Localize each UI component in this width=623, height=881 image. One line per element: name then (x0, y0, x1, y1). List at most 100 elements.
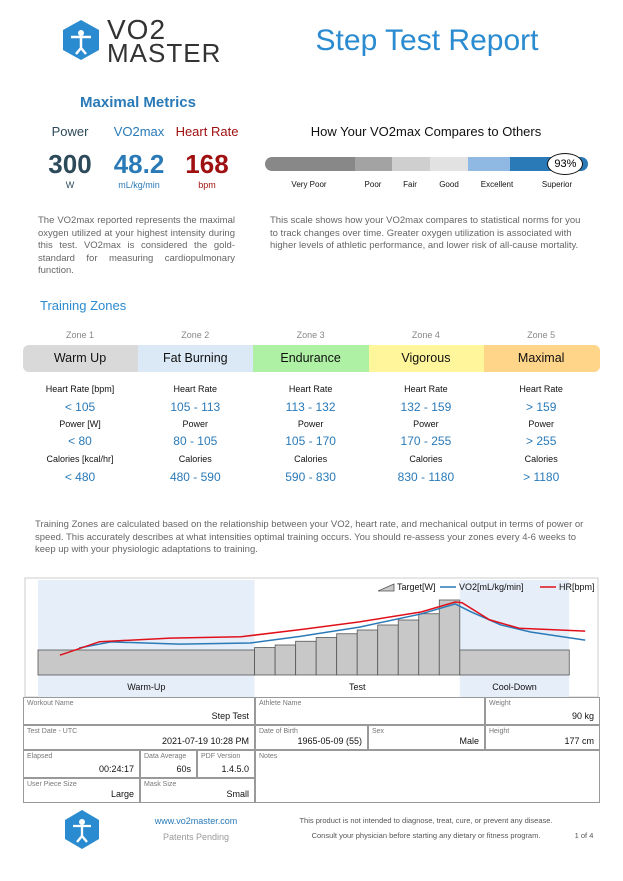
zone-hr-label: Heart Rate (519, 384, 563, 394)
zone-name: Warm Up (53, 351, 107, 365)
info-cell: Mask Size Small (140, 778, 255, 803)
zones-description: Training Zones are calculated based on t… (35, 519, 584, 555)
metric-unit: W (65, 180, 75, 190)
zone-name: Vigorous (401, 351, 451, 365)
target-step (356, 629, 379, 676)
region-label: Warm-Up (127, 682, 165, 692)
zone-cal: 830 - 1180 (397, 470, 455, 484)
legend-label: VO2[mL/kg/min] (459, 582, 524, 592)
zone-cal: > 1180 (523, 470, 560, 484)
zone-power-label: Power (528, 419, 554, 429)
logo-text: MASTER (107, 38, 222, 68)
zone-cal: < 480 (64, 470, 96, 484)
info-value: 2021-07-19 10:28 PM (161, 736, 249, 746)
info-label: Athlete Name (259, 700, 302, 707)
info-value: Male (459, 736, 479, 746)
zone-zone: Zone 3 (296, 330, 325, 340)
zone-cal-label: Calories (294, 454, 328, 464)
scale-label: Good (439, 180, 459, 189)
zone-power: < 80 (68, 434, 92, 448)
footer-logo-icon (65, 810, 99, 849)
target-step (459, 649, 570, 676)
footer-page: 1 of 4 (574, 831, 594, 840)
legend-swatch (377, 583, 395, 592)
region-band (38, 580, 255, 697)
zone-cal-label: Calories (409, 454, 443, 464)
info-cell: Weight 90 kg (485, 697, 600, 725)
zone-cal: 480 - 590 (169, 470, 221, 484)
legend-label: HR[bpm] (559, 582, 595, 592)
zone-power-label: Power [W] (59, 419, 101, 429)
scale-label: Very Poor (291, 180, 327, 189)
zone-zone: Zone 4 (411, 330, 440, 340)
section-title: How Your VO2max Compares to Others (310, 124, 542, 139)
zone-cal-label: Calories (178, 454, 212, 464)
zone-hr: 105 - 113 (170, 400, 221, 414)
zone-power-label: Power (297, 419, 324, 429)
info-label: PDF Version (201, 753, 241, 760)
percentile-marker: 93% (547, 153, 584, 175)
scale-label: Poor (364, 180, 382, 189)
section-title: Training Zones (40, 298, 127, 313)
info-cell: PDF Version 1.4.5.0 (197, 750, 255, 778)
info-cell: Sex Male (368, 725, 485, 750)
zone-hr-label: Heart Rate [bpm] (45, 384, 115, 394)
info-value: 90 kg (571, 711, 594, 721)
zone-hr: 132 - 159 (400, 400, 452, 414)
metric-label: Heart Rate (175, 124, 239, 139)
info-cell: Notes (255, 750, 600, 803)
region-label: Cool-Down (492, 682, 537, 692)
zone-cal-label: Calories [kcal/hr] (46, 454, 114, 464)
zone-power-label: Power (182, 419, 209, 429)
region-band (459, 580, 570, 697)
logo-icon (63, 20, 99, 60)
metric-value: 168 (185, 149, 229, 179)
scale-bar (265, 157, 588, 171)
target-step (336, 633, 358, 676)
info-label: Notes (259, 753, 278, 760)
info-value: 177 cm (564, 736, 594, 746)
zone-hr: > 159 (526, 400, 557, 414)
info-cell: Date of Birth 1965-05-09 (55) (255, 725, 368, 750)
zone-power-label: Power (413, 419, 439, 429)
metrics-description: The VO2max reported represents the maxim… (38, 215, 235, 276)
info-cell: Test Date - UTC 2021-07-19 10:28 PM (23, 725, 255, 750)
footer-url[interactable]: www.vo2master.com (154, 816, 238, 826)
target-step (37, 649, 256, 676)
section-title: Maximal Metrics (80, 94, 196, 111)
info-label: User Piece Size (27, 781, 77, 788)
target-step (315, 637, 338, 676)
comparison-description: This scale shows how your VO2max compare… (270, 215, 581, 251)
series-line (78, 603, 586, 649)
series-line (59, 601, 586, 656)
chart: Warm-Up Test Cool-Down Target[W] VO2[mL/kg/m… (37, 580, 595, 697)
zone-hr: < 105 (64, 400, 96, 414)
info-label: Mask Size (144, 781, 177, 788)
info-label: Workout Name (27, 700, 74, 707)
info-cell: Athlete Name (255, 697, 485, 725)
report-title: Step Test Report (315, 24, 539, 57)
info-cell: Height 177 cm (485, 725, 600, 750)
scale-label: Excellent (480, 180, 514, 189)
footer-patents: Patents Pending (162, 832, 230, 842)
info-value: 1965-05-09 (55) (297, 736, 362, 746)
target-step (295, 640, 317, 676)
footer-consult: Consult your physician before starting a… (311, 831, 541, 840)
info-cell: User Piece Size Large (23, 778, 140, 803)
target-step (377, 624, 399, 676)
zone-zone: Zone 5 (527, 330, 556, 340)
footer-disclaimer: This product is not intended to diagnose… (299, 816, 553, 825)
info-value: Large (110, 789, 134, 799)
info-value: 60s (176, 764, 191, 774)
target-step (274, 644, 297, 676)
zone-name: Maximal (517, 351, 565, 365)
metric-label: Power (51, 124, 89, 139)
metric-label: VO2max (113, 124, 165, 139)
metric-value: 48.2 (113, 149, 165, 179)
zone-power: > 255 (526, 434, 557, 448)
info-label: Date of Birth (259, 728, 298, 735)
metric-unit: mL/kg/min (118, 180, 160, 190)
region-label: Test (349, 682, 366, 692)
